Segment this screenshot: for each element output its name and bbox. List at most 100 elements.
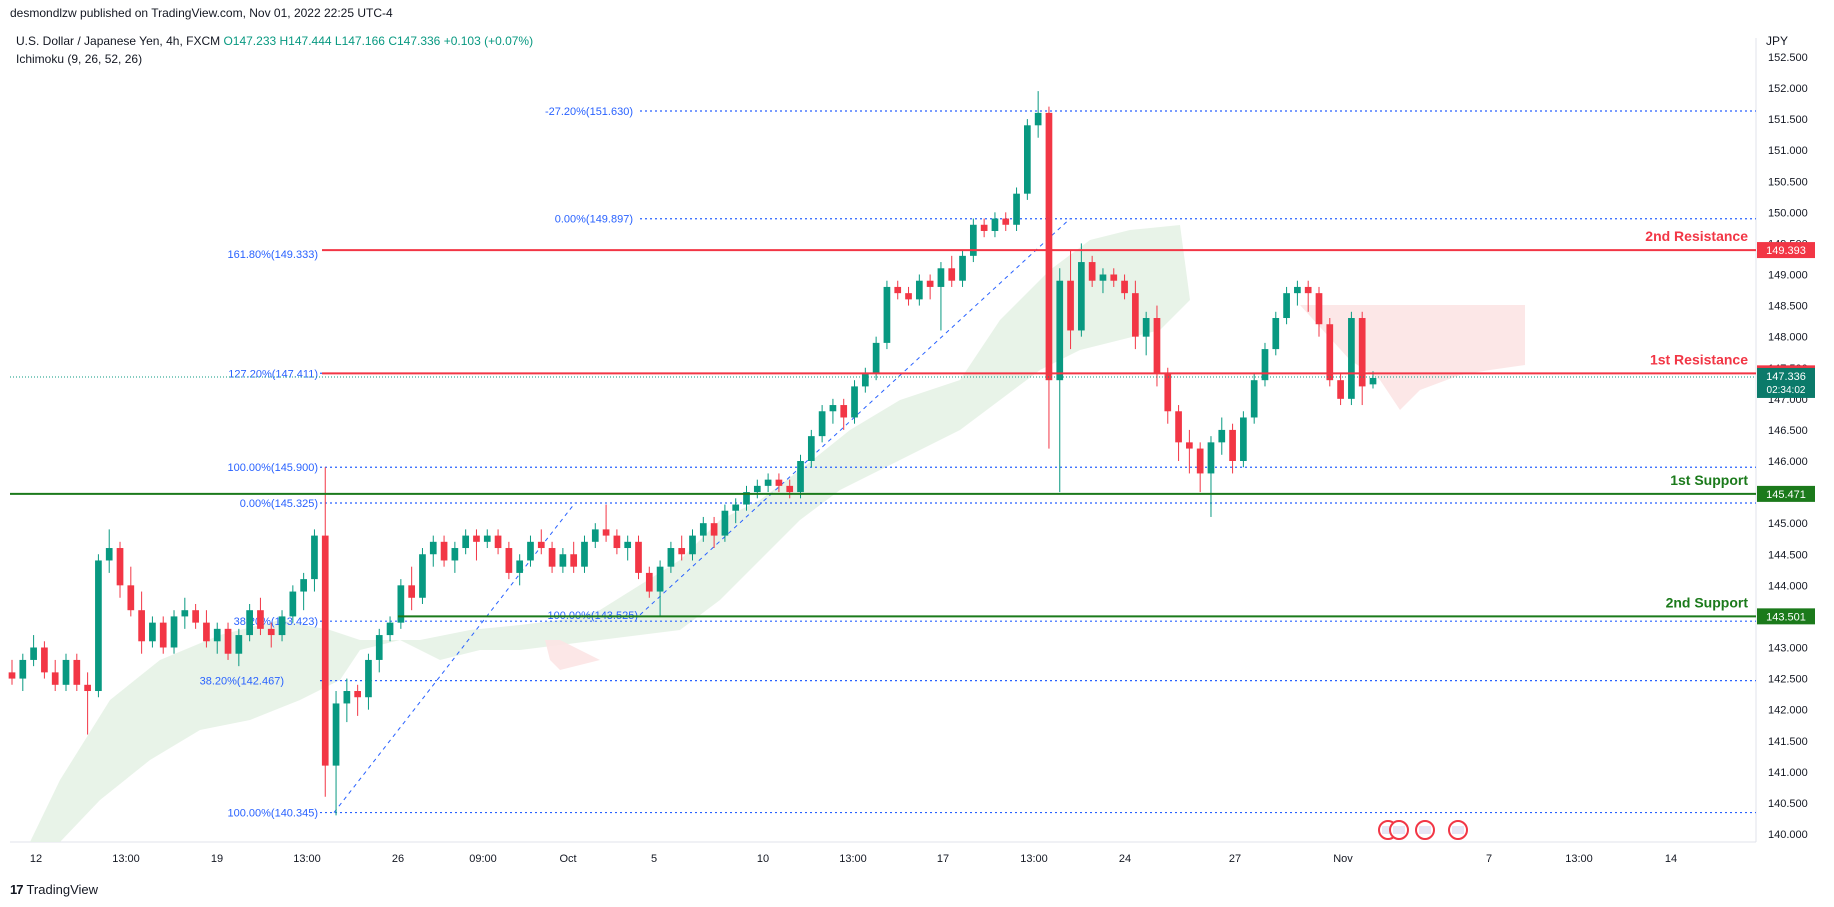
x-tick-label: 13:00 [112,853,140,865]
candle-body [321,535,329,766]
candle-body [105,548,113,561]
bar-countdown-text: 02:34:02 [1767,385,1806,396]
candle-body [257,610,264,629]
candle-body [1326,324,1334,381]
candle-body [1013,193,1020,225]
candle-body [116,548,124,586]
candle-body [224,628,232,654]
ichimoku-cloud-bearish-1 [530,640,600,670]
ohlc-change: +0.103 (+0.07%) [443,34,534,48]
flag-field [1452,826,1464,834]
resistance-price-tag [1757,242,1815,259]
candle-body [926,280,934,287]
y-tick-label: 144.000 [1768,580,1808,592]
candle-body [624,541,632,549]
candle-body [1045,112,1053,381]
candle-body [462,535,470,549]
candle-body [440,541,448,561]
y-tick-label: 140.000 [1768,829,1808,841]
candle-body [645,572,653,592]
candle-body [635,541,642,573]
candle-body [1207,442,1215,474]
x-tick-label: 13:00 [1565,853,1593,865]
candle-body [872,342,880,374]
y-tick-label: 146.000 [1768,456,1808,468]
y-tick-label: 152.000 [1768,83,1808,95]
candle-body [1164,373,1172,412]
candle-body [1024,125,1031,194]
support-price-text: 145.471 [1766,489,1806,501]
candle-body [743,492,750,505]
candle-body [397,585,405,623]
candle-body [667,548,675,567]
candle-body [62,659,70,685]
flag-field [1382,826,1394,834]
support-label: 1st Support [1670,472,1748,488]
support-price-text: 143.501 [1766,611,1806,623]
flag-field [1419,826,1431,834]
flag-field [1393,826,1405,834]
y-tick-label: 150.000 [1768,207,1808,219]
candle-body [138,610,145,642]
x-tick-label: 13:00 [1020,853,1048,865]
candle-body [1261,349,1269,381]
candle-body [721,510,729,536]
candle-body [699,523,707,536]
candle-body [591,529,599,542]
x-tick-label: Oct [559,853,576,865]
x-tick-label: 26 [392,853,404,865]
candle-body [516,560,524,573]
candle-body [1186,442,1193,449]
price-chart[interactable]: 152.500 152.000 151.500 151.000 150.500 150.0… [0,0,1834,880]
candle-body [365,659,372,698]
candle-body [8,672,16,679]
fib-label: 38.20%(143.423) [234,616,318,628]
candle-body [1002,218,1010,225]
us-flag-icon [1448,820,1468,840]
x-tick-label: 5 [651,853,657,865]
indicator-legend[interactable]: Ichimoku (9, 26, 52, 26) [16,52,143,66]
ohlc-high: H147.444 [279,34,332,48]
fib-label: 127.20%(147.411) [228,368,318,380]
fib-trend-line-2 [639,218,1071,616]
candle-body [570,554,578,567]
fib-label: 100.00%(140.345) [227,808,318,820]
candle-body [192,610,199,623]
current-price-text: 147.336 [1766,371,1806,383]
candle-body [678,548,686,555]
y-tick-label: 148.500 [1768,301,1808,313]
candle-body [797,461,804,493]
candle-body [332,703,340,766]
candle-body [559,554,567,567]
symbol-name: U.S. Dollar / Japanese Yen, 4h, FXCM [16,34,221,48]
candle-body [451,548,459,561]
candle-body [235,635,243,654]
y-tick-label: 152.500 [1768,52,1808,64]
candle-body [840,405,848,418]
candle-body [419,554,426,598]
currency-label: JPY [1766,34,1789,48]
candle-body [127,585,135,611]
candle-body [1240,417,1247,461]
candle-body [537,541,545,549]
candle-body [548,548,556,567]
fib-label: 100.00%(145.900) [227,462,318,474]
candle-body [656,566,664,592]
candle-body [581,541,588,567]
y-tick-label: 145.000 [1768,518,1808,530]
ohlc-low: L147.166 [334,34,385,48]
y-tick-label: 142.500 [1768,674,1808,686]
x-tick-label: 10 [757,853,769,865]
candle-body [408,585,416,598]
x-tick-label: 13:00 [839,853,867,865]
candle-body [149,622,156,642]
candle-body [1250,380,1258,418]
candle-body [1337,380,1344,399]
candle-body [84,684,91,692]
fib-trend-line-1 [333,502,576,813]
us-flag-icon [1389,820,1409,840]
candle-body [1121,280,1128,294]
y-tick-label: 151.500 [1768,114,1808,126]
candle-body [73,659,81,685]
candle-body [354,691,361,698]
